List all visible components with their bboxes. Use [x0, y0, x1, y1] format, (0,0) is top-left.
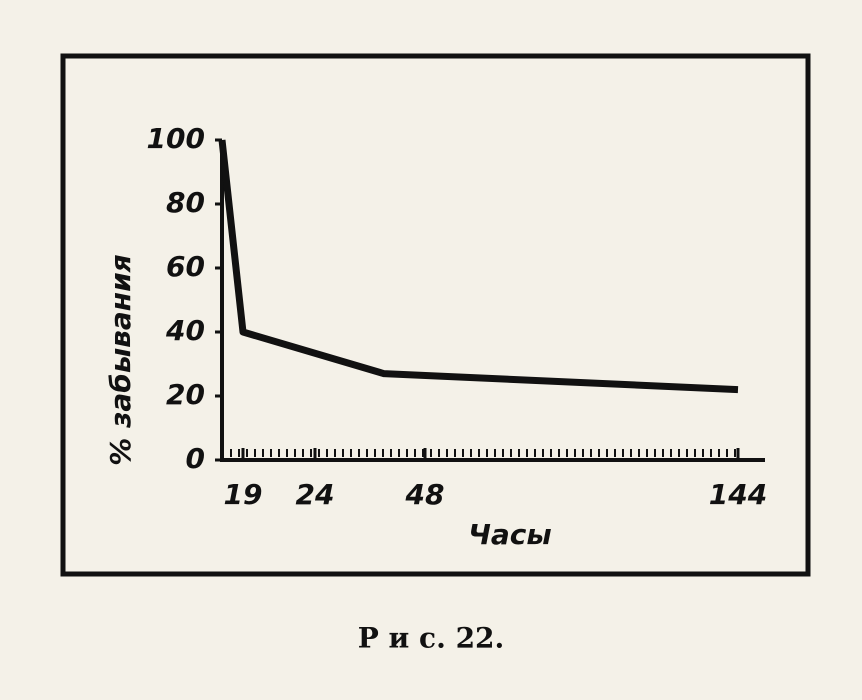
y-tick-label: 100 — [147, 122, 205, 155]
x-tick-label: 144 — [709, 478, 767, 511]
x-tick-label: 24 — [296, 478, 335, 511]
y-tick-label: 0 — [186, 442, 205, 475]
data-line — [218, 139, 739, 394]
caption: Р и с. 22. — [358, 622, 505, 655]
y-tick-label: 80 — [166, 186, 205, 219]
frame — [60, 53, 811, 577]
x-axis-label: Часы — [468, 518, 551, 551]
y-tick-label: 20 — [166, 378, 205, 411]
y-tick-label: 60 — [166, 250, 205, 283]
y-tick-label: 40 — [165, 314, 205, 347]
x-tick-label: 48 — [405, 478, 445, 511]
x-tick-label: 19 — [224, 478, 263, 511]
y-axis-label: % забывания — [104, 254, 137, 465]
